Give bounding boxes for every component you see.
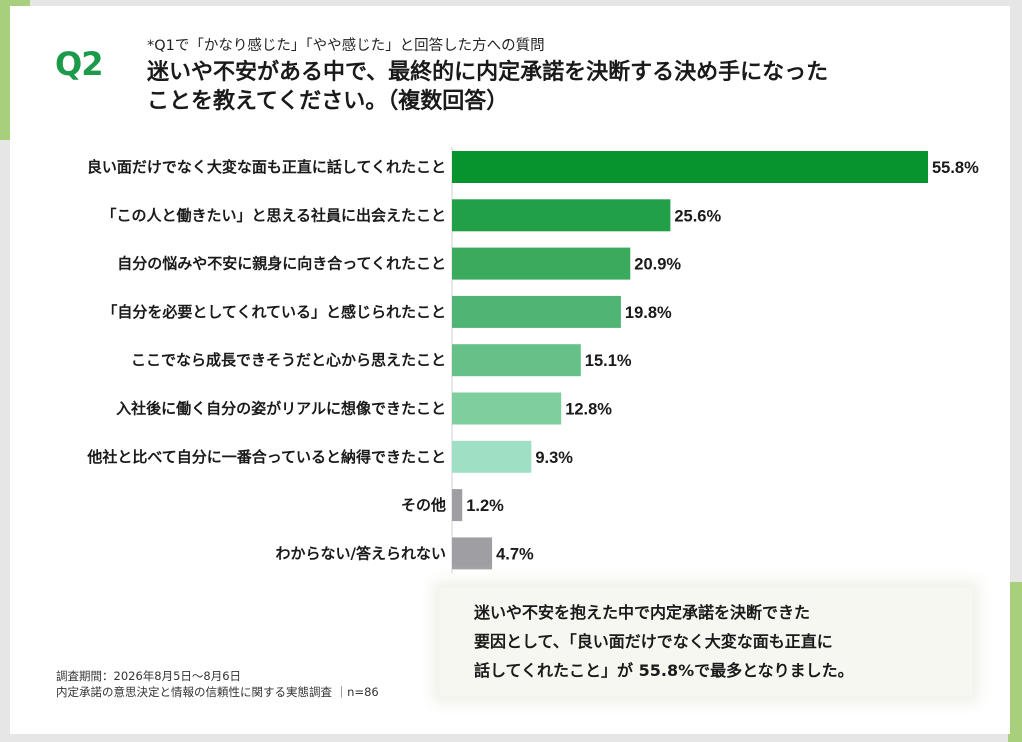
category-label-9: わからない/答えられない	[276, 544, 446, 562]
survey-footnote: 調査期間：2026年8月5日～8月6日 内定承諾の意思決定と情報の信頼性に関する…	[56, 668, 379, 700]
bar-6	[452, 392, 562, 425]
value-label-1: 55.8%	[932, 159, 979, 177]
survey-period: 調査期間：2026年8月5日～8月6日	[56, 669, 242, 683]
category-label-2: 「この人と働きたい」と思える社員に出会えたこと	[101, 206, 446, 224]
category-label-3: 自分の悩みや不安に親身に向き合ってくれたこと	[117, 255, 446, 273]
bar-8	[452, 489, 463, 522]
bar-4	[452, 295, 621, 328]
bar-7	[452, 440, 532, 473]
summary-line-2: 要因として、「良い面だけでなく大変な面も正直に	[474, 632, 833, 651]
category-label-7: 他社と比べて自分に一番合っていると納得できたこと	[86, 448, 446, 466]
value-label-6: 12.8%	[565, 401, 612, 419]
value-label-9: 4.7%	[496, 545, 534, 563]
value-label-8: 1.2%	[466, 497, 504, 515]
summary-line-1: 迷いや不安を抱えた中で内定承諾を決断できた	[474, 603, 811, 622]
value-label-2: 25.6%	[674, 207, 721, 225]
value-label-5: 15.1%	[585, 352, 632, 370]
question-number: Q2	[55, 45, 103, 83]
bar-5	[452, 344, 581, 377]
bar-1	[452, 151, 928, 183]
category-label-4: 「自分を必要としてくれている」と感じられたこと	[102, 303, 446, 321]
survey-name: 内定承諾の意思決定と情報の信頼性に関する実態調査 ｜n=86	[56, 685, 379, 699]
question-title: 迷いや不安がある中で、最終的に内定承諾を決断する決め手になった ことを教えてくだ…	[147, 58, 907, 116]
category-label-1: 良い面だけでなく大変な面も正直に話してくれたこと	[87, 158, 446, 176]
summary-box	[440, 588, 972, 696]
summary-text: 迷いや不安を抱えた中で内定承諾を決断できた 要因として、「良い面だけでなく大変な…	[474, 598, 954, 685]
value-label-7: 9.3%	[535, 449, 573, 467]
category-label-5: ここでなら成長できそうだと心から思えたこと	[131, 351, 446, 369]
value-label-4: 19.8%	[625, 304, 672, 322]
value-label-3: 20.9%	[634, 256, 681, 274]
question-title-line-2: ことを教えてください。（複数回答）	[147, 89, 509, 114]
bar-9	[452, 537, 493, 570]
question-title-line-1: 迷いや不安がある中で、最終的に内定承諾を決断する決め手になった	[147, 60, 829, 85]
bar-3	[452, 247, 631, 280]
bar-2	[452, 199, 671, 232]
summary-line-3: 話してくれたこと」が 55.8%で最多となりました。	[474, 661, 854, 680]
category-label-8: その他	[401, 496, 446, 514]
category-label-6: 入社後に働く自分の姿がリアルに想像できたこと	[116, 400, 446, 418]
corner-accent-right	[1008, 582, 1022, 742]
question-condition: *Q1で「かなり感じた」「やや感じた」と回答した方への質問	[147, 38, 545, 54]
